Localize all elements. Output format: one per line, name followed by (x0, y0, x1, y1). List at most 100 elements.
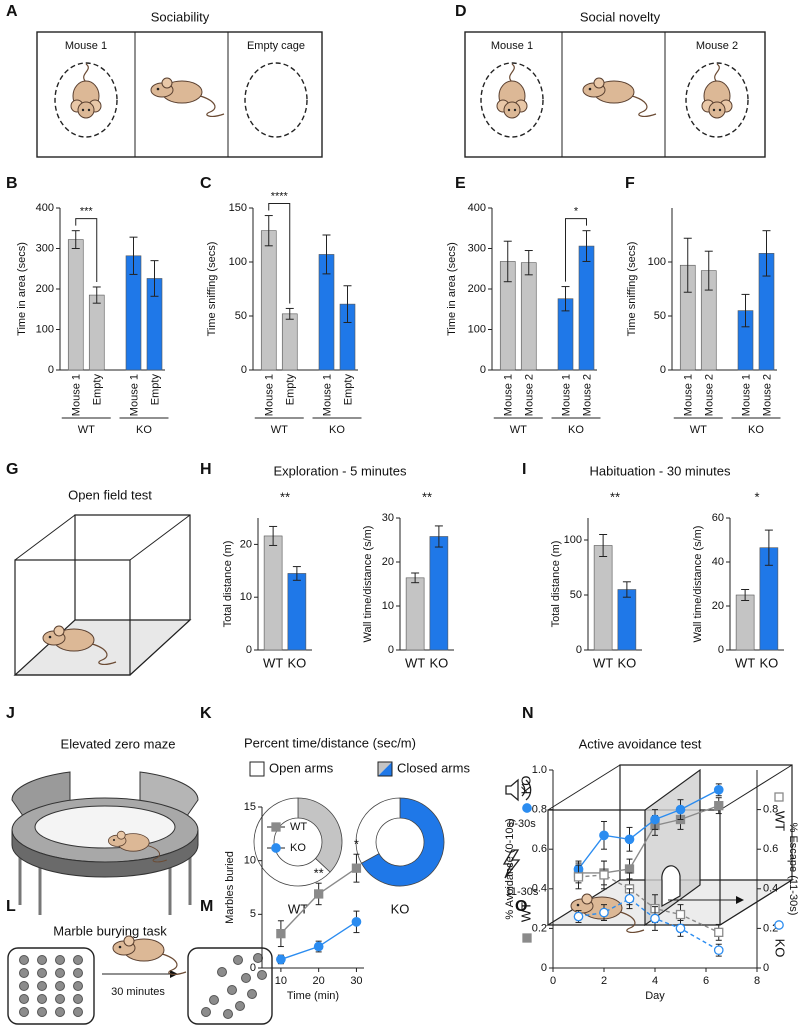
marble (19, 968, 29, 978)
panel-letter: F (625, 175, 635, 192)
error-bar (150, 260, 159, 297)
y-tick-label: 0 (576, 644, 582, 656)
mouse-illustration (70, 63, 102, 119)
stimulus-label: 11-30s (506, 886, 539, 898)
group-label: KO (748, 424, 764, 436)
y-tick-label: 0 (660, 364, 666, 376)
y-tick-label: 60 (712, 512, 724, 524)
bar (520, 262, 537, 371)
shuttle-box (545, 764, 795, 927)
error-bar (704, 250, 713, 291)
zero-maze (11, 771, 199, 915)
chamber-label: Empty cage (247, 40, 305, 52)
donut-label: WT (288, 901, 308, 916)
group-label: WT (78, 424, 95, 436)
y-tick-label: 0.8 (532, 804, 547, 816)
marker (624, 834, 635, 845)
y-tick-label: 100 (564, 534, 582, 546)
y-tick-label: 100 (648, 256, 666, 268)
mouse-illustration (496, 63, 528, 119)
open-field-box (13, 514, 192, 676)
y-tick-label: 150 (229, 202, 247, 214)
marble (37, 994, 47, 1004)
y-axis-label: % Avoidance (0-10s) (504, 818, 516, 919)
panel-letter: J (6, 705, 15, 722)
marker (624, 864, 635, 874)
x-tick-label: Empty (92, 374, 104, 406)
marble (19, 955, 29, 965)
error-bar (524, 250, 533, 276)
significance-label: * (354, 837, 359, 852)
y-tick-label: 10 (244, 855, 256, 867)
marble (37, 981, 47, 991)
x-tick-label: WT (405, 655, 425, 670)
legend-label: Closed arms (397, 760, 470, 775)
legend-marker (271, 822, 281, 832)
y-tick-label: 0 (718, 644, 724, 656)
panel-letter: D (455, 3, 467, 20)
x-tick-label: WT (735, 655, 755, 670)
marker (599, 907, 609, 918)
marble (73, 994, 83, 1004)
panel-letter: H (200, 461, 212, 478)
error-bar (92, 286, 101, 304)
bar (67, 239, 84, 371)
y-tick-label: 15 (244, 801, 256, 813)
marble (201, 1007, 211, 1017)
marble (19, 994, 29, 1004)
group-label: KO (329, 424, 345, 436)
y-tick-label: 0.6 (532, 843, 547, 855)
legend-label: WT (773, 811, 788, 831)
donut-label: KO (391, 901, 410, 916)
chamber-label: Mouse 2 (696, 40, 738, 52)
y-tick-label: 0 (541, 962, 547, 974)
panel-title: Habituation - 30 minutes (590, 463, 731, 478)
error-bar (292, 566, 301, 581)
marker (714, 927, 724, 938)
y-axis-label: Wall time/distance (s/m) (362, 526, 374, 643)
y-tick-label: 0.2 (532, 922, 547, 934)
donut-segment (355, 797, 401, 864)
stimulus-icons (502, 778, 532, 879)
apparatus (464, 31, 766, 158)
marble (73, 955, 83, 965)
bar (617, 589, 637, 651)
marbles (19, 953, 267, 1019)
x-tick-label: Empty (149, 374, 161, 406)
y-axis-label: Wall time/distance (s/m) (692, 526, 704, 643)
x-tick-label: Mouse 1 (503, 374, 515, 416)
y-tick-label: 0 (241, 364, 247, 376)
x-tick-label: 10 (275, 975, 287, 987)
x-tick-label: Mouse 1 (740, 374, 752, 416)
significance-label: **** (271, 190, 289, 202)
marker (714, 800, 724, 811)
y-tick-label: 0.6 (763, 843, 778, 855)
x-tick-label: Mouse 1 (128, 374, 140, 416)
error-bar (503, 240, 512, 283)
legend-marker (522, 803, 532, 813)
marker (599, 870, 609, 880)
error-bar (599, 534, 608, 557)
donut-segment (360, 797, 445, 887)
marker (713, 784, 724, 795)
x-tick-label: Mouse 2 (524, 374, 536, 416)
significance-label: ** (280, 489, 290, 504)
marble (55, 994, 65, 1004)
marble (19, 981, 29, 991)
error-bar (764, 529, 773, 566)
y-tick-label: 300 (468, 242, 486, 254)
mouse-illustration (150, 77, 225, 117)
y-tick-label: 5 (250, 908, 256, 920)
bar (281, 313, 298, 371)
marker (675, 909, 686, 920)
donut-segment (297, 797, 343, 873)
marker (573, 911, 584, 922)
error-bar (622, 581, 631, 598)
panel-letter: G (6, 461, 18, 478)
x-tick-label: Mouse 2 (761, 374, 773, 416)
error-bar (343, 285, 352, 323)
error-bar (741, 293, 750, 328)
legend-label: KO (773, 939, 788, 958)
y-tick-label: 200 (36, 283, 54, 295)
